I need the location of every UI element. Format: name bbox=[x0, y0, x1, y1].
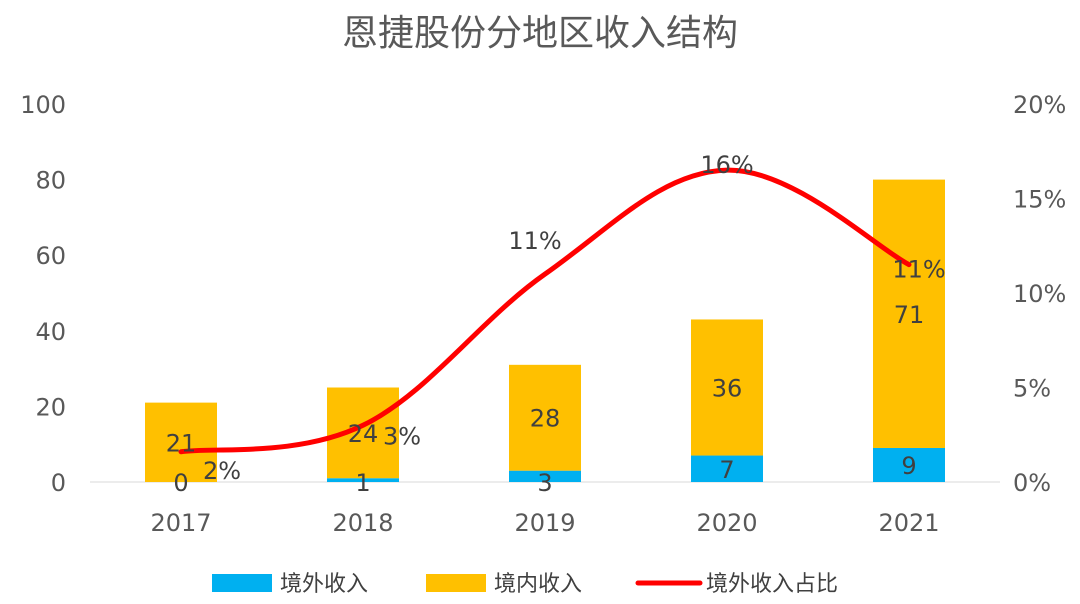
x-axis-tick-label: 2021 bbox=[878, 509, 939, 537]
domestic-value-label: 21 bbox=[166, 429, 197, 457]
ratio-value-label: 11% bbox=[508, 227, 561, 255]
data-labels: 0 21 1 24 3 28 7 36 9 71 2% 3% 11% 16% 11% bbox=[166, 151, 946, 497]
left-axis-tick-label: 40 bbox=[35, 318, 66, 346]
legend-label: 境外收入占比 bbox=[706, 572, 838, 597]
bar-overseas bbox=[327, 478, 399, 482]
ratio-value-label: 16% bbox=[700, 151, 753, 179]
left-axis-tick-label: 20 bbox=[35, 393, 66, 421]
left-axis-tick-label: 60 bbox=[35, 242, 66, 270]
overseas-value-label: 3 bbox=[537, 469, 552, 497]
overseas-value-label: 0 bbox=[173, 469, 188, 497]
overseas-value-label: 1 bbox=[355, 469, 370, 497]
domestic-value-label: 36 bbox=[712, 375, 743, 403]
legend-swatch bbox=[426, 574, 486, 592]
bar-domestic bbox=[145, 402, 217, 482]
x-axis-tick-label: 2020 bbox=[696, 509, 757, 537]
bar-domestic bbox=[691, 319, 763, 456]
x-axis-tick-label: 2019 bbox=[514, 509, 575, 537]
left-axis-tick-label: 0 bbox=[51, 469, 66, 497]
bars bbox=[145, 179, 945, 482]
legend-label: 境外收入 bbox=[280, 572, 368, 597]
x-axis-tick-label: 2017 bbox=[150, 509, 211, 537]
legend: 境外收入 境内收入 境外收入占比 bbox=[212, 572, 838, 597]
right-axis-tick-label: 5% bbox=[1013, 375, 1051, 403]
bar-overseas bbox=[873, 447, 945, 482]
bar-domestic bbox=[873, 179, 945, 448]
overseas-value-label: 7 bbox=[719, 456, 734, 484]
ratio-value-label: 3% bbox=[383, 422, 421, 450]
x-axis: 2017 2018 2019 2020 2021 bbox=[150, 509, 939, 537]
bar-overseas bbox=[691, 455, 763, 482]
domestic-value-label: 71 bbox=[894, 301, 925, 329]
legend-swatch bbox=[212, 574, 272, 592]
ratio-line-layer bbox=[178, 167, 912, 455]
overseas-ratio-line bbox=[178, 167, 912, 455]
left-axis-tick-label: 80 bbox=[35, 167, 66, 195]
bar-domestic bbox=[509, 364, 581, 471]
x-axis-tick-label: 2018 bbox=[332, 509, 393, 537]
domestic-value-label: 28 bbox=[530, 405, 561, 433]
legend-label: 境内收入 bbox=[494, 572, 582, 597]
domestic-value-label: 24 bbox=[348, 420, 379, 448]
right-axis-tick-label: 0% bbox=[1013, 469, 1051, 497]
chart-title: 恩捷股份分地区收入结构 bbox=[342, 13, 738, 54]
ratio-value-label: 2% bbox=[203, 457, 241, 485]
right-axis-tick-label: 10% bbox=[1013, 280, 1066, 308]
overseas-value-label: 9 bbox=[901, 452, 916, 480]
left-axis: 0 20 40 60 80 100 bbox=[20, 91, 66, 497]
right-axis-tick-label: 15% bbox=[1013, 186, 1066, 214]
ratio-value-label: 11% bbox=[892, 256, 945, 284]
right-axis-tick-label: 20% bbox=[1013, 91, 1066, 119]
bar-overseas bbox=[509, 470, 581, 482]
right-axis: 0% 5% 10% 15% 20% bbox=[1013, 91, 1066, 497]
left-axis-tick-label: 100 bbox=[20, 91, 66, 119]
